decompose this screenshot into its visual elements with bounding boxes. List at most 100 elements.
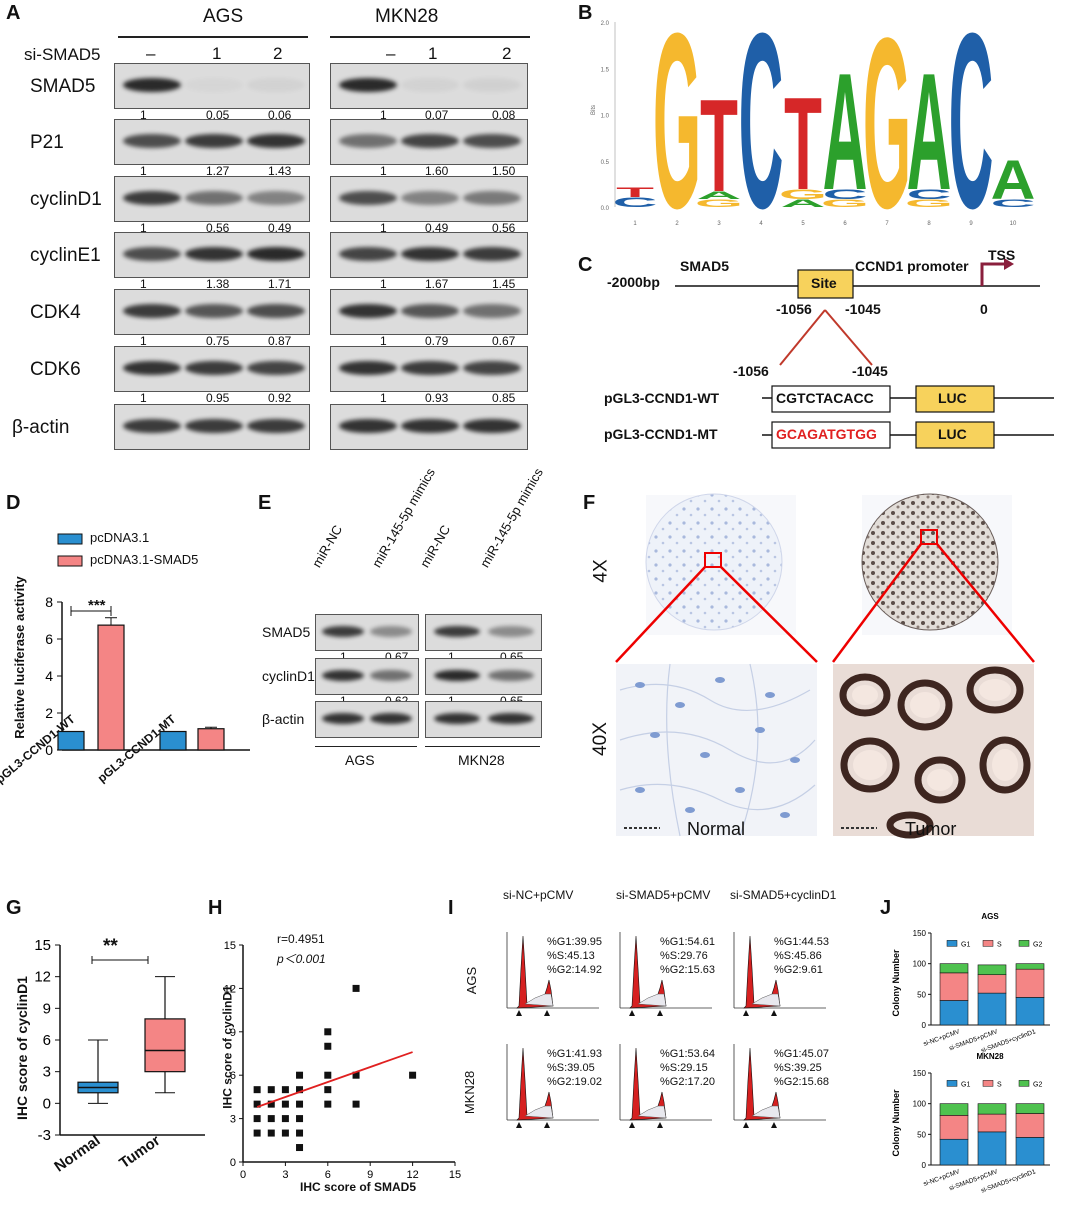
band-mkn-2-0 [339,191,397,205]
qv-mkn-4-1: 0.79 [425,334,449,348]
d-ylabel: Relative luciferase activity [11,576,27,739]
h-point-14 [296,1100,304,1108]
logo-ytick-3: 1.5 [601,67,610,73]
band-mkn-5-2 [463,361,521,375]
panel-label-i: I [448,897,454,919]
h-point-0 [253,1086,261,1094]
i-stat-0-2-2: %G2:9.61 [774,964,823,976]
e-band-ags-0-0 [322,626,364,637]
h-point-24 [352,1071,360,1079]
band-mkn-5-1 [401,361,459,375]
qv-mkn-3-2: 1.45 [492,277,516,291]
j-seg-1-0-G1 [939,1138,969,1166]
band-ags-1-0 [123,134,181,148]
logo-xtick-4: 5 [801,221,805,227]
e-band-ags-1-1 [370,670,412,681]
logo-letter-1-0: G [653,0,701,261]
i-histogram-0-1 [619,932,712,1016]
band-ags-5-1 [185,361,243,375]
qv-mkn-1-1: 1.60 [425,164,449,178]
i-s-phase [751,993,781,1007]
band-ags-2-2 [247,191,305,205]
logo-letter-7-1: C [907,186,952,202]
h-point-1 [253,1100,261,1108]
d-ticklabel-4: 8 [45,594,53,610]
c-tf-label: SMAD5 [680,258,730,274]
g-ticklabel-4: 9 [43,1000,51,1017]
qv-mkn-0-1: 0.07 [425,108,449,122]
i-stat-0-1-2: %G2:15.63 [660,964,716,976]
j-ticklabel-3: 150 [913,1069,927,1078]
h-fit-line [256,1051,413,1108]
logo-xtick-0: 1 [633,221,637,227]
panel-label-d: D [6,492,21,514]
e-band-ags-1-0 [322,670,364,681]
i-marker-2 [657,1010,663,1016]
band-ags-5-0 [123,361,181,375]
band-mkn-3-0 [339,247,397,261]
j-leg-sw-2 [1018,940,1030,947]
h-point-4 [267,1086,275,1094]
qv-ags-3-1: 1.38 [206,277,230,291]
c-tss-label: TSS [988,247,1016,263]
qv-ags-2-0: 1 [140,221,147,235]
i-marker-1 [629,1122,635,1128]
h-point-5 [267,1100,275,1108]
logo-letter-2-1: A [697,189,742,201]
i-row-0: AGS [464,966,480,995]
ags-lane-1: 1 [212,44,222,63]
logo-xtick-5: 6 [843,221,847,227]
j-seg-1-2-G2 [1015,1103,1045,1114]
logo-letter-6-0: G [863,0,911,259]
i-stat-1-2-1: %S:39.25 [774,1062,822,1074]
f-tumor-label: Tumor [905,819,957,839]
i-marker-2 [657,1122,663,1128]
band-ags-3-1 [185,247,243,261]
panel-label-b: B [578,2,593,24]
j-seg-0-1-S [977,974,1007,994]
ihc-images [615,493,1035,839]
qv-mkn-2-1: 0.49 [425,221,449,235]
i-stat-1-2-2: %G2:15.68 [774,1076,830,1088]
g-ticklabel-2: 3 [43,1064,51,1081]
logo-letter-5-1: C [823,186,868,202]
h-point-3 [253,1129,261,1137]
h-point-22 [324,1100,332,1108]
i-stat-0-1-1: %S:29.76 [660,950,708,962]
j-leg-sw-2 [1018,1080,1030,1087]
j-leg-2: G2 [1033,941,1042,948]
blot-mkn-2 [330,176,528,222]
c-wt-seq: CGTCTACACC [776,390,874,406]
logo-letter-9-1: A [991,150,1036,211]
d-legend-2: pcDNA3.1-SMAD5 [90,552,199,567]
g-ticklabel-3: 6 [43,1032,51,1049]
i-stat-1-1-0: %G1:53.64 [660,1048,716,1060]
h-point-8 [281,1086,289,1094]
logo-xtick-6: 7 [885,221,889,227]
h-xticklabel-5: 15 [449,1169,461,1181]
logo-letter-0-0: C [613,194,658,210]
j-seg-1-0-S [939,1115,969,1140]
h-point-15 [296,1115,304,1123]
blot-label-1: P21 [30,132,64,153]
h-yticklabel-2: 6 [230,1070,236,1082]
h-yticklabel-4: 12 [224,983,236,995]
logo-letter-5-0: G [821,197,869,209]
h-xticklabel-3: 9 [367,1169,373,1181]
e-cell-mkn: MKN28 [458,752,505,768]
band-mkn-6-0 [339,419,397,433]
j-ticklabel-1: 50 [917,990,926,999]
e-line-ags [315,746,417,747]
j-seg-0-1-G2 [977,964,1007,976]
j-ticklabel-2: 100 [913,960,927,969]
blot-ags-5 [114,346,310,392]
j-ticklabel-3: 150 [913,929,927,938]
i-col-2: si-SMAD5+cyclinD1 [730,888,837,902]
i-marker-2 [771,1122,777,1128]
e-band-ags-2-0 [322,713,364,724]
qv-ags-4-2: 0.87 [268,334,292,348]
d-ticklabel-2: 4 [45,668,53,684]
c-mt-seq: GCAGATGTGG [776,426,877,442]
